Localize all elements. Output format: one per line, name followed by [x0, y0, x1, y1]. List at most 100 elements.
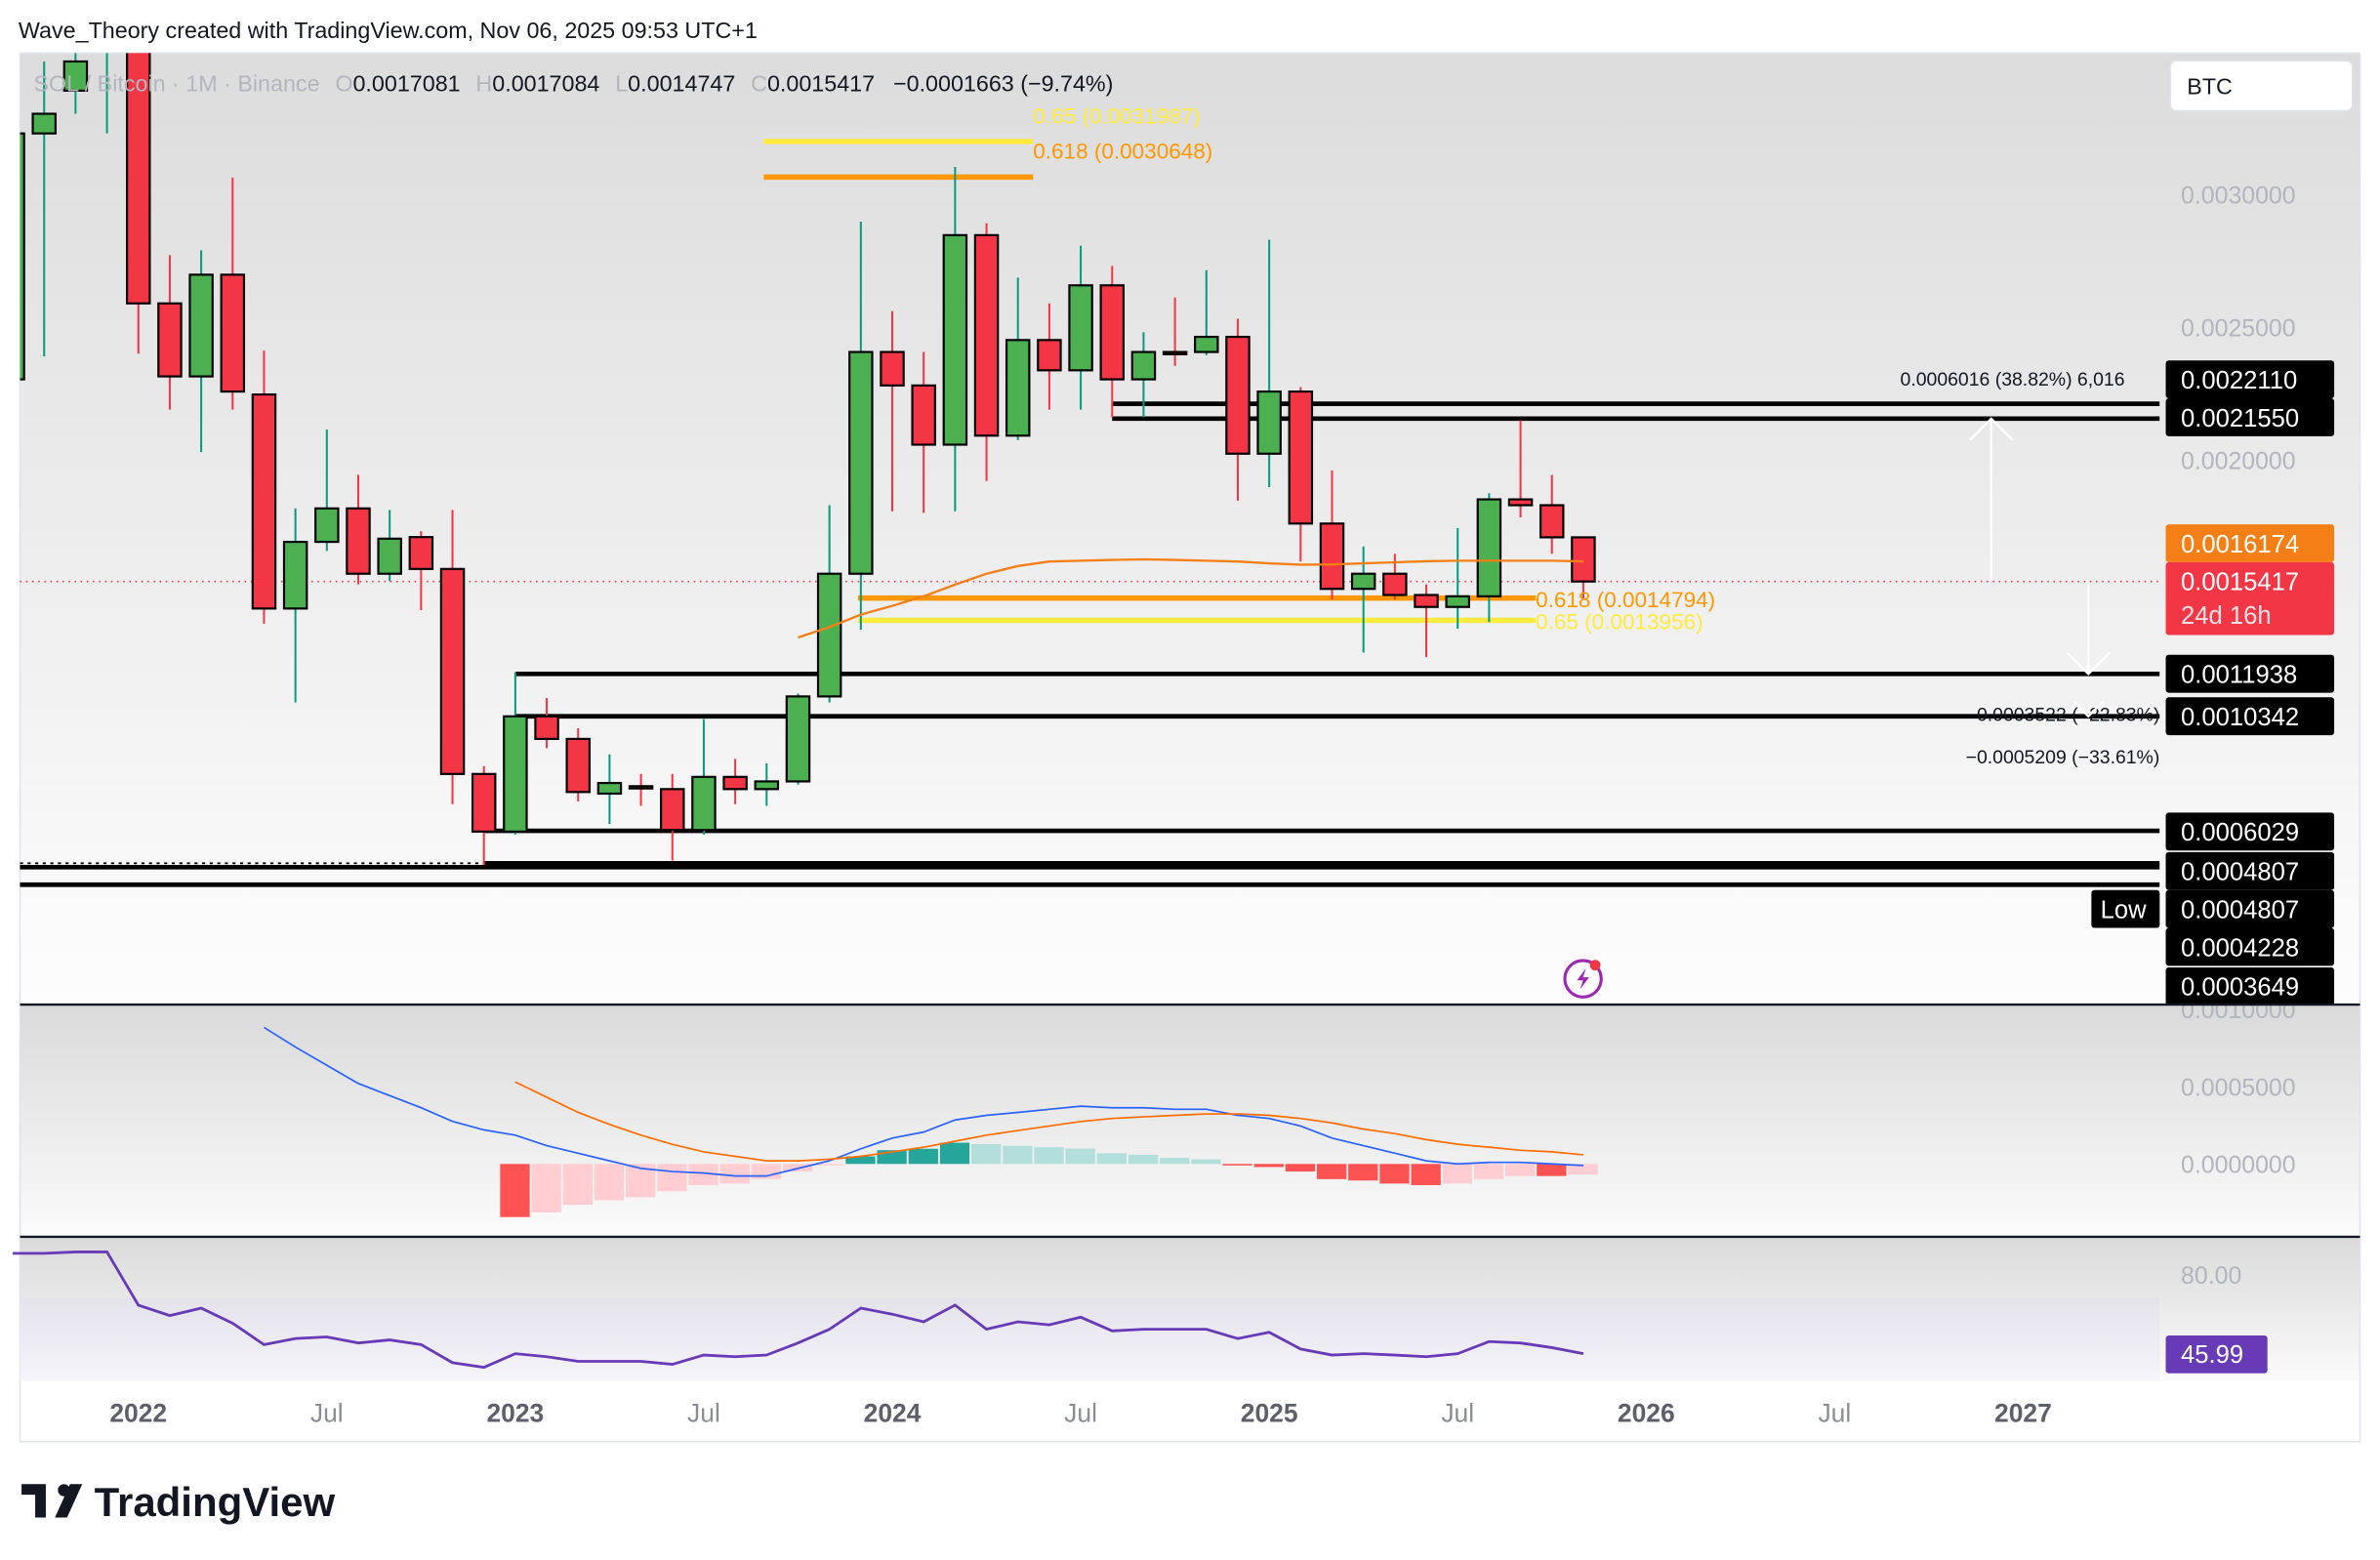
- candle-body: [848, 350, 874, 575]
- candle-body: [816, 572, 842, 698]
- candle-body: [911, 384, 936, 446]
- fib-level-label: 0.618 (0.0030648): [1033, 140, 1212, 164]
- macd-histogram-bar: [814, 1164, 844, 1166]
- price-tag-value: 0.0021550: [2181, 405, 2299, 432]
- macd-histogram-bar: [1191, 1159, 1221, 1165]
- candle: [848, 221, 874, 631]
- macd-histogram-bar: [1411, 1164, 1441, 1186]
- price-pane[interactable]: [20, 53, 2360, 1006]
- candle-body: [408, 536, 434, 570]
- price-tag: 0.0015417 24d 16h: [2165, 561, 2335, 636]
- price-tag: 0.0022110: [2165, 360, 2335, 399]
- low-label: Low: [2101, 896, 2148, 924]
- macd-histogram-bar: [845, 1156, 876, 1165]
- price-tag-value: 0.0022110: [2181, 367, 2297, 394]
- open-value: 0.0017081: [352, 70, 460, 96]
- compare-symbol-box[interactable]: BTC: [2169, 60, 2354, 112]
- lightning-event-icon[interactable]: [1563, 959, 1603, 999]
- candle-body: [1507, 498, 1534, 507]
- macd-histogram-bar: [1473, 1164, 1504, 1179]
- price-tag-value: 0.0010342: [2181, 704, 2299, 731]
- candle: [314, 429, 340, 552]
- candle-body: [1068, 284, 1093, 372]
- candle: [1476, 493, 1502, 623]
- time-axis-tick: Jul: [1818, 1399, 1851, 1428]
- candle: [1225, 318, 1251, 501]
- chart-border: [19, 52, 2361, 1443]
- candle-body: [1319, 522, 1345, 591]
- candle: [1037, 303, 1062, 410]
- price-tag: 0.0004228: [2165, 927, 2335, 966]
- candle: [1571, 536, 1596, 599]
- candle-body: [439, 567, 466, 775]
- time-axis-tick: 2024: [864, 1399, 922, 1428]
- candle: [20, 132, 25, 381]
- macd-histogram-bar: [1160, 1158, 1190, 1165]
- close-value: 0.0015417: [767, 70, 875, 96]
- price-axis-tick: 0.0025000: [2181, 314, 2296, 342]
- time-axis-tick: 2027: [1994, 1399, 2052, 1428]
- candle-body: [1037, 339, 1062, 372]
- price-tag: 0.0004807: [2165, 851, 2335, 890]
- time-axis-tick: 2026: [1618, 1399, 1675, 1428]
- candle: [157, 255, 183, 410]
- macd-histogram-bar: [908, 1148, 938, 1165]
- candle-body: [1414, 594, 1439, 608]
- macd-histogram-bar: [1128, 1154, 1159, 1165]
- price-tag-value: 0.0016174: [2181, 531, 2299, 558]
- time-axis-tick: 2025: [1241, 1399, 1298, 1428]
- candle-body: [565, 737, 591, 794]
- measure-label: 0.0006016 (38.82%) 6,016: [1901, 369, 2125, 390]
- symbol-title: SOL / Bitcoin · 1M · Binance: [33, 70, 319, 96]
- macd-histogram-bar: [1442, 1164, 1472, 1184]
- price-tag: 0.0004807 Low: [2091, 889, 2335, 928]
- rsi-value-tag-bg: [2165, 1334, 2268, 1374]
- candle: [754, 762, 780, 806]
- candle: [534, 698, 559, 749]
- candle: [1288, 387, 1314, 562]
- candle-body: [942, 233, 968, 446]
- candle: [1005, 277, 1031, 440]
- time-axis-tick: 2023: [487, 1399, 545, 1428]
- candle-body: [596, 781, 623, 796]
- macd-pane[interactable]: [20, 1005, 2360, 1237]
- candle-body: [1476, 498, 1502, 597]
- candle: [282, 508, 308, 703]
- candle: [220, 177, 246, 410]
- fib-level-label: 0.618 (0.0014794): [1536, 588, 1715, 612]
- time-axis[interactable]: [20, 1380, 2360, 1442]
- macd-histogram-bar: [1096, 1153, 1128, 1165]
- low-value: 0.0014747: [628, 70, 735, 96]
- time-axis-tick: Jul: [687, 1399, 720, 1428]
- candle-body: [1350, 572, 1376, 591]
- price-tag-bg: [2165, 360, 2335, 399]
- candle-body: [1005, 339, 1031, 437]
- candle: [1099, 266, 1126, 418]
- price-tag-bg: [2165, 654, 2335, 693]
- price-tag: 0.0021550: [2165, 398, 2335, 436]
- candle-body: [754, 780, 780, 791]
- measure-arrowhead: [1969, 417, 2014, 441]
- measure-label: 0.0003522 (−22.83%): [1977, 704, 2159, 725]
- candle-body: [973, 233, 1000, 437]
- candle: [1162, 297, 1188, 366]
- macd-histogram-bar: [562, 1164, 594, 1206]
- price-plot-area: [20, 53, 2160, 887]
- candle-body: [691, 775, 717, 832]
- time-axis-tick: Jul: [1064, 1399, 1097, 1428]
- price-tag-value: 0.0015417: [2181, 569, 2299, 596]
- candle-body: [314, 507, 340, 544]
- macd-histogram-bar: [594, 1164, 625, 1201]
- rsi-line: [13, 1251, 1584, 1370]
- candle: [346, 474, 371, 585]
- candle-body: [1288, 390, 1314, 525]
- macd-histogram-bar: [657, 1164, 687, 1192]
- tradingview-logo[interactable]: TradingView: [21, 1479, 335, 1525]
- ohlc-legend: SOL / Bitcoin · 1M · Binance O0.0017081 …: [33, 70, 1113, 96]
- macd-histogram-bar: [1568, 1164, 1598, 1175]
- candle: [722, 759, 748, 804]
- candle: [62, 53, 89, 114]
- candle-body: [251, 392, 277, 610]
- time-axis-tick: 2022: [109, 1399, 167, 1428]
